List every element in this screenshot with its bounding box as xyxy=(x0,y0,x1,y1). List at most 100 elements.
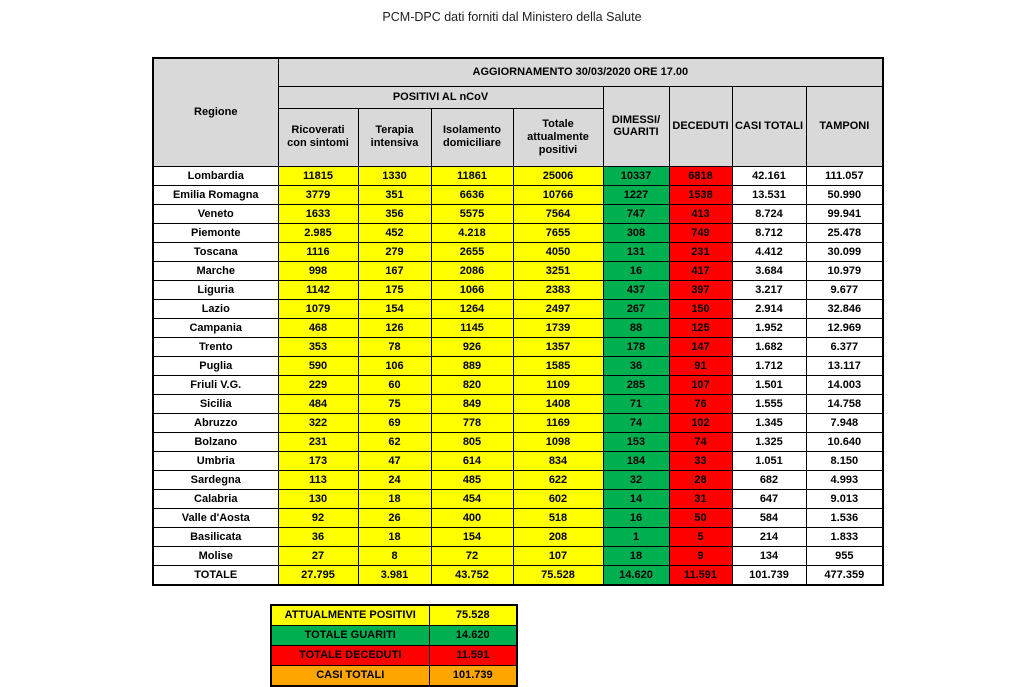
region-cell: Lazio xyxy=(152,298,279,319)
value-cell: 2497 xyxy=(512,298,604,319)
value-cell: 36 xyxy=(602,355,670,376)
value-cell: 6818 xyxy=(668,165,733,186)
table-row: Sicilia 484 75 849 1408 71 76 1.555 14.758 xyxy=(152,393,884,414)
total-row: TOTALE 27.795 3.981 43.752 75.528 14.620 11.59… xyxy=(152,564,884,585)
value-cell: 1538 xyxy=(668,184,733,205)
legend-label: CASI TOTALI xyxy=(270,665,430,687)
table-row: Friuli V.G. 229 60 820 1109 285 107 1.501 14.003 xyxy=(152,374,884,395)
value-cell: 7655 xyxy=(512,222,604,243)
value-cell: 1585 xyxy=(512,355,604,376)
value-cell: 32 xyxy=(602,469,670,490)
value-cell: 1633 xyxy=(277,203,359,224)
value-cell: 75 xyxy=(357,393,432,414)
value-cell: 231 xyxy=(277,431,359,452)
region-column-header: Regione xyxy=(152,57,279,167)
value-cell: 322 xyxy=(277,412,359,433)
value-cell: 14 xyxy=(602,488,670,509)
value-cell: 351 xyxy=(357,184,432,205)
value-cell: 134 xyxy=(731,545,807,566)
value-cell: 27.795 xyxy=(277,564,359,585)
region-cell: Marche xyxy=(152,260,279,281)
value-cell: 126 xyxy=(357,317,432,338)
value-cell: 926 xyxy=(430,336,514,357)
value-cell: 14.758 xyxy=(805,393,884,414)
value-cell: 175 xyxy=(357,279,432,300)
value-cell: 9.013 xyxy=(805,488,884,509)
legend-row: ATTUALMENTE POSITIVI 75.528 xyxy=(270,604,518,626)
value-cell: 2655 xyxy=(430,241,514,262)
value-cell: 99.941 xyxy=(805,203,884,224)
value-cell: 1116 xyxy=(277,241,359,262)
value-cell: 8 xyxy=(357,545,432,566)
region-cell: Abruzzo xyxy=(152,412,279,433)
value-cell: 622 xyxy=(512,469,604,490)
table-row: Calabria 130 18 454 602 14 31 647 9.013 xyxy=(152,488,884,509)
value-cell: 30.099 xyxy=(805,241,884,262)
deceduti-header: DECEDUTI xyxy=(668,85,733,167)
value-cell: 2086 xyxy=(430,260,514,281)
value-cell: 42.161 xyxy=(731,165,807,186)
region-cell: Molise xyxy=(152,545,279,566)
value-cell: 417 xyxy=(668,260,733,281)
value-cell: 485 xyxy=(430,469,514,490)
value-cell: 1.952 xyxy=(731,317,807,338)
value-cell: 1227 xyxy=(602,184,670,205)
value-cell: 88 xyxy=(602,317,670,338)
value-cell: 5575 xyxy=(430,203,514,224)
value-cell: 14.620 xyxy=(602,564,670,585)
value-cell: 7.948 xyxy=(805,412,884,433)
value-cell: 147 xyxy=(668,336,733,357)
legend-row: TOTALE DECEDUTI 11.591 xyxy=(270,645,518,666)
value-cell: 16 xyxy=(602,507,670,528)
value-cell: 484 xyxy=(277,393,359,414)
value-cell: 78 xyxy=(357,336,432,357)
region-cell: Bolzano xyxy=(152,431,279,452)
value-cell: 214 xyxy=(731,526,807,547)
value-cell: 113 xyxy=(277,469,359,490)
totale-positivi-header: Totale attualmente positivi xyxy=(512,107,604,167)
value-cell: 308 xyxy=(602,222,670,243)
value-cell: 8.712 xyxy=(731,222,807,243)
value-cell: 805 xyxy=(430,431,514,452)
value-cell: 1109 xyxy=(512,374,604,395)
value-cell: 154 xyxy=(357,298,432,319)
value-cell: 18 xyxy=(357,526,432,547)
value-cell: 279 xyxy=(357,241,432,262)
legend-body: ATTUALMENTE POSITIVI 75.528 TOTALE GUARITI… xyxy=(270,604,518,687)
value-cell: 208 xyxy=(512,526,604,547)
value-cell: 60 xyxy=(357,374,432,395)
table-row: Lazio 1079 154 1264 2497 267 150 2.914 32.846 xyxy=(152,298,884,319)
value-cell: 11861 xyxy=(430,165,514,186)
value-cell: 452 xyxy=(357,222,432,243)
value-cell: 74 xyxy=(668,431,733,452)
value-cell: 1.051 xyxy=(731,450,807,471)
value-cell: 167 xyxy=(357,260,432,281)
value-cell: 6636 xyxy=(430,184,514,205)
region-cell: Calabria xyxy=(152,488,279,509)
value-cell: 76 xyxy=(668,393,733,414)
region-cell: Toscana xyxy=(152,241,279,262)
value-cell: 18 xyxy=(357,488,432,509)
value-cell: 1145 xyxy=(430,317,514,338)
value-cell: 454 xyxy=(430,488,514,509)
table-header: Regione AGGIORNAMENTO 30/03/2020 ORE 17.… xyxy=(152,57,884,167)
value-cell: 267 xyxy=(602,298,670,319)
value-cell: 10.640 xyxy=(805,431,884,452)
value-cell: 4050 xyxy=(512,241,604,262)
value-cell: 7564 xyxy=(512,203,604,224)
region-cell: Piemonte xyxy=(152,222,279,243)
value-cell: 2383 xyxy=(512,279,604,300)
value-cell: 4.993 xyxy=(805,469,884,490)
value-cell: 91 xyxy=(668,355,733,376)
value-cell: 8.150 xyxy=(805,450,884,471)
value-cell: 18 xyxy=(602,545,670,566)
value-cell: 102 xyxy=(668,412,733,433)
value-cell: 2.985 xyxy=(277,222,359,243)
region-cell: Emilia Romagna xyxy=(152,184,279,205)
value-cell: 1.501 xyxy=(731,374,807,395)
region-cell: Veneto xyxy=(152,203,279,224)
value-cell: 1264 xyxy=(430,298,514,319)
value-cell: 3251 xyxy=(512,260,604,281)
value-cell: 397 xyxy=(668,279,733,300)
table-row: Basilicata 36 18 154 208 1 5 214 1.833 xyxy=(152,526,884,547)
